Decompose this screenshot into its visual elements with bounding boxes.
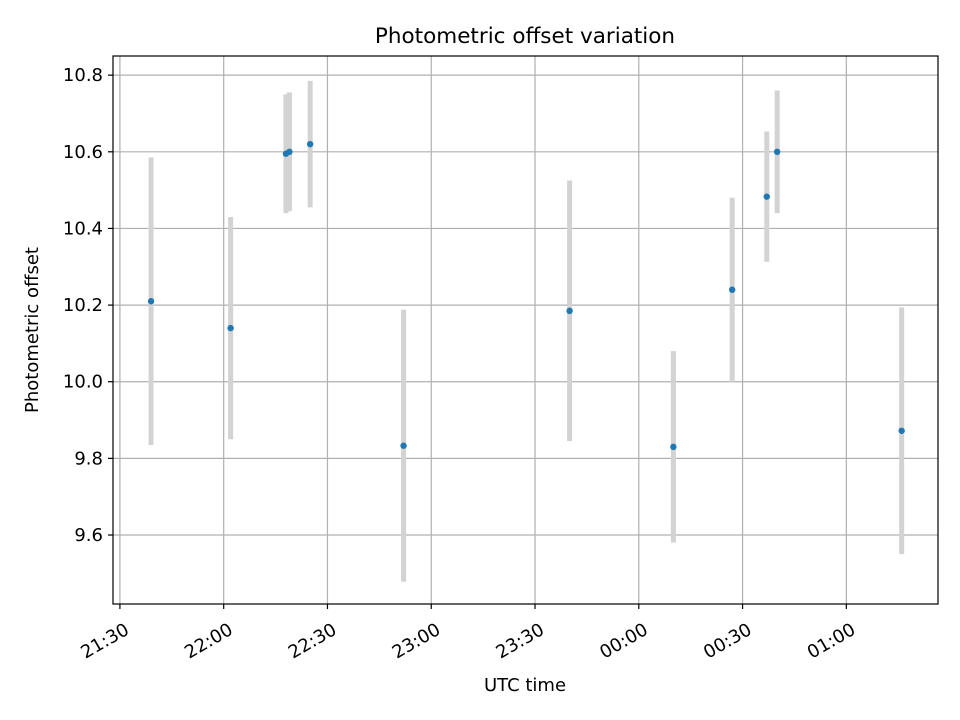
y-tick-label: 9.8 [74,448,103,469]
data-point [286,148,293,156]
data-point [773,148,781,156]
plot-frame [112,55,939,605]
x-tick-label: 00:00 [596,619,651,663]
y-axis-label: Photometric offset [22,247,43,413]
data-point [400,442,407,449]
data-point [227,324,234,332]
x-tick-label: 22:30 [285,619,340,663]
grid-lines [113,56,938,604]
x-tick-label: 23:00 [389,619,444,663]
data-point [147,298,155,305]
data-point [763,193,770,200]
data-point [306,140,314,148]
data-point [728,286,736,293]
y-tick-label: 10.4 [63,218,103,239]
y-tick-label: 9.6 [74,525,103,546]
x-tick-label: 01:00 [804,619,859,663]
data-point [670,443,677,451]
y-tick-label: 10.8 [63,65,103,86]
data-point [898,427,905,434]
chart-title: Photometric offset variation [375,24,675,49]
x-tick-label: 21:30 [77,619,132,663]
axis-ticks: 21:30 22:00 22:30 23:00 23:30 00:00 00:30 01:00… [63,65,859,663]
x-tick-label: 23:30 [492,619,547,663]
x-axis-label: UTC time [484,675,566,696]
error-bars [148,80,905,582]
data-points [147,140,905,451]
x-tick-label: 00:30 [700,619,755,663]
y-tick-label: 10.0 [63,372,103,393]
x-tick-label: 22:00 [181,619,236,663]
y-tick-label: 10.2 [63,295,103,316]
data-point [566,307,573,315]
y-tick-label: 10.6 [63,142,103,163]
